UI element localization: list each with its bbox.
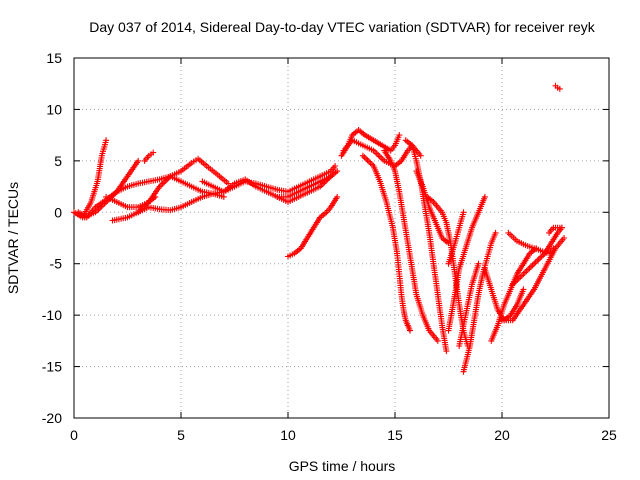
y-tick-labels: -20 -15 -10 -5 0 5 10 15 (42, 50, 62, 426)
data-point (561, 235, 568, 241)
data-point (443, 348, 450, 355)
x-tick-label: 5 (177, 427, 185, 443)
data-point (556, 85, 563, 92)
series-trace-03 (81, 157, 142, 221)
data-point (417, 152, 424, 159)
data-point (535, 256, 542, 263)
series-trace-24 (499, 235, 568, 324)
data-point (520, 286, 527, 293)
series-trace-19 (445, 209, 467, 267)
series-trace-06 (141, 149, 157, 164)
data-point (550, 245, 557, 252)
data-point (526, 265, 533, 272)
series-trace-20 (460, 229, 499, 375)
data-point (225, 180, 232, 187)
data-point (481, 193, 488, 200)
x-tick-labels: 0 5 10 15 20 25 (70, 427, 617, 443)
y-axis-label: SDTVAR / TECUs (5, 182, 21, 294)
data-point (434, 337, 441, 344)
data-point (376, 153, 383, 160)
data-point (334, 168, 341, 175)
y-tick-label: -15 (42, 359, 62, 375)
y-tick-label: -5 (50, 256, 63, 272)
data-point (475, 260, 482, 267)
data-point (375, 152, 382, 158)
y-tick-label: 5 (54, 153, 62, 169)
data-points (71, 82, 568, 375)
series-trace-28 (552, 82, 563, 92)
series-trace-16 (413, 168, 452, 247)
series-trace-12 (340, 137, 424, 169)
y-tick-label: 15 (46, 50, 62, 66)
series-trace-27 (546, 224, 565, 236)
grid-lines (74, 58, 609, 418)
data-point (366, 158, 372, 165)
series-trace-18 (445, 193, 488, 334)
x-tick-label: 0 (70, 427, 78, 443)
chart-title: Day 037 of 2014, Sidereal Day-to-day VTE… (89, 19, 595, 35)
y-tick-label: -10 (42, 307, 62, 323)
series-trace-14 (381, 147, 441, 344)
data-point (359, 152, 366, 159)
data-point (407, 327, 413, 334)
y-tick-label: 0 (54, 204, 62, 220)
data-point (103, 137, 110, 144)
data-point (135, 157, 142, 164)
data-point (525, 266, 531, 273)
x-tick-label: 20 (494, 427, 510, 443)
y-tick-label: -20 (42, 410, 62, 426)
series-trace-21 (456, 260, 482, 349)
data-point (150, 149, 157, 156)
data-point (396, 132, 403, 139)
data-point (460, 209, 467, 216)
axis-ticks (73, 57, 610, 419)
y-tick-label: 10 (46, 101, 62, 117)
series-trace-01 (71, 137, 110, 221)
data-point (364, 157, 371, 164)
data-point (332, 163, 339, 169)
data-point (220, 193, 227, 200)
series-trace-26 (505, 229, 557, 257)
series-trace-07 (135, 155, 232, 216)
data-point (531, 260, 538, 267)
x-tick-label: 25 (601, 427, 617, 443)
data-point (492, 229, 499, 236)
data-point (558, 224, 565, 231)
series-trace-10 (285, 193, 341, 260)
data-point (520, 271, 527, 277)
x-axis-label: GPS time / hours (289, 458, 396, 474)
x-tick-label: 15 (387, 427, 403, 443)
series-trace-09 (274, 168, 341, 205)
series-trace-13 (359, 152, 413, 334)
plot-frame (73, 57, 610, 419)
data-point (334, 193, 341, 200)
x-tick-label: 10 (280, 427, 296, 443)
series-trace-25 (509, 224, 565, 288)
data-point (537, 254, 544, 261)
